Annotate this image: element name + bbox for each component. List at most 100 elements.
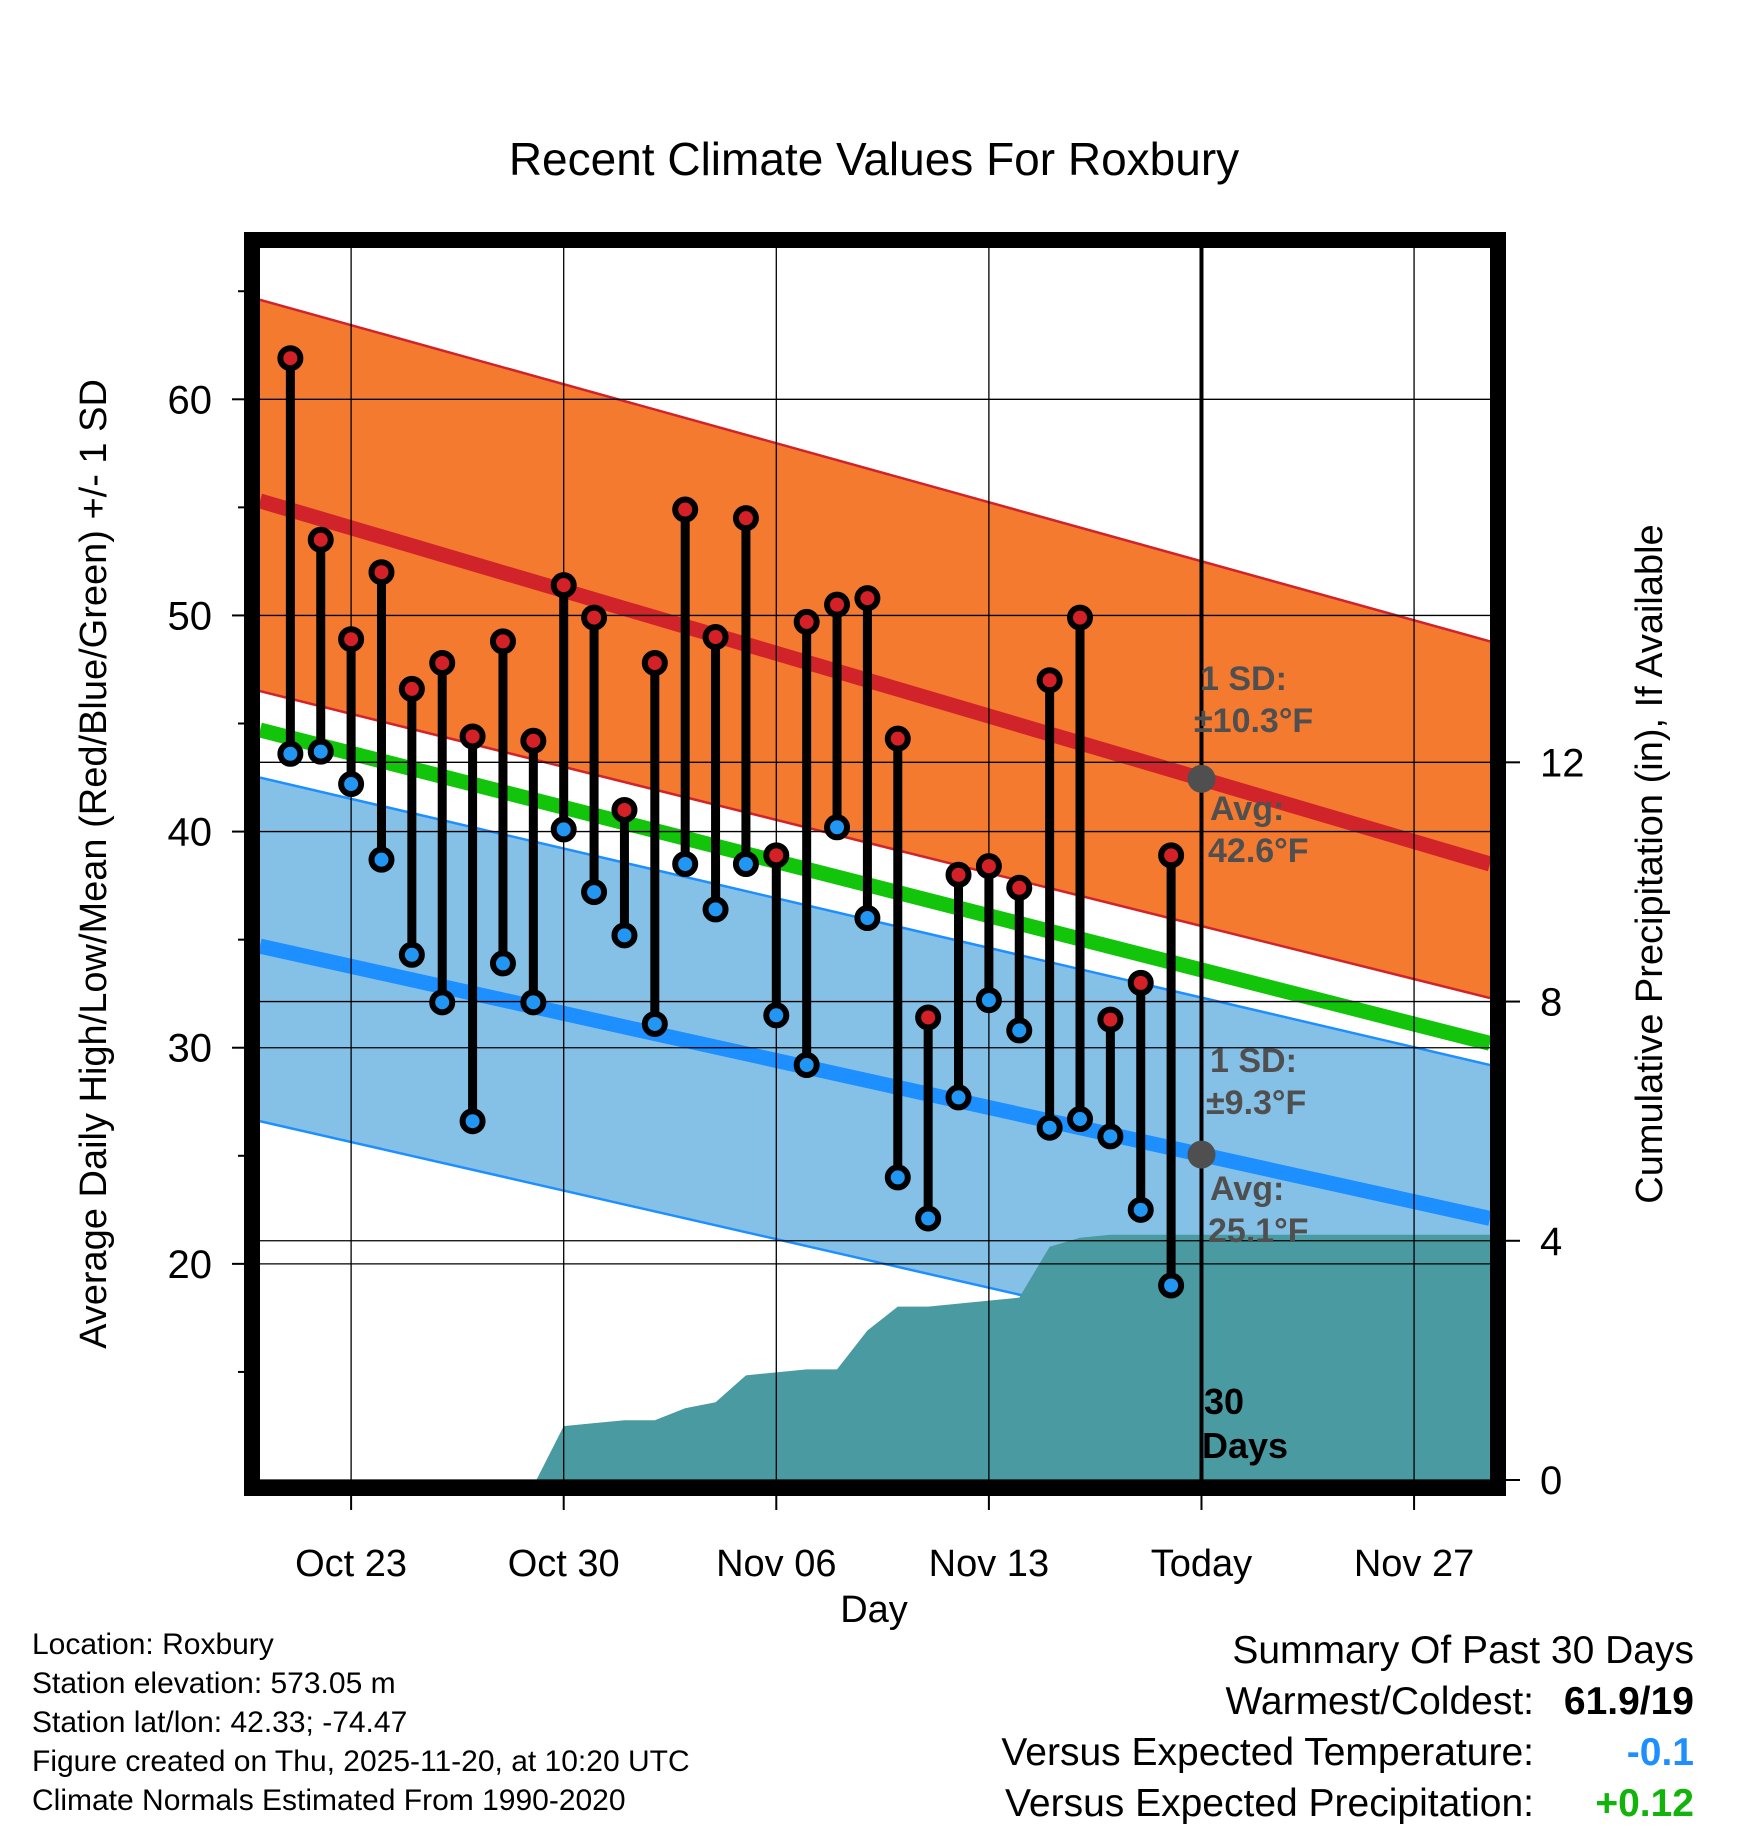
daily-high-point [732, 505, 759, 532]
daily-high-point [763, 842, 790, 869]
daily-low-point [1127, 1196, 1154, 1223]
daily-high-point [915, 1004, 942, 1031]
daily-high-point [975, 853, 1002, 880]
daily-high-point [611, 796, 638, 823]
high-sd-band [260, 299, 1490, 999]
daily-low-point [1158, 1272, 1185, 1299]
daily-high-point [581, 604, 608, 631]
daily-high-point [884, 725, 911, 752]
daily-high-point [702, 624, 729, 651]
daily-low-point [975, 987, 1002, 1014]
temp-row: Versus Expected Temperature: -0.1 [1001, 1727, 1694, 1778]
low-sd-value: ±9.3°F [1206, 1084, 1306, 1122]
daily-low-point [429, 989, 456, 1016]
daily-low-point [520, 989, 547, 1016]
high-avg-title: Avg: [1210, 790, 1284, 828]
daily-high-point [368, 559, 395, 586]
daily-high-point [307, 526, 334, 553]
daily-low-point [945, 1084, 972, 1111]
daily-high-point [338, 626, 365, 653]
y2-tick-label: 4 [1540, 1220, 1562, 1264]
y-tick-label: 20 [168, 1243, 213, 1287]
axes: 20 30 40 50 60 0 4 8 12 Oct 23 Oct 30 Nov 06 Nov 13 T… [168, 232, 1585, 1585]
daily-high-point [429, 649, 456, 676]
plot-area [260, 298, 1490, 1480]
low-avg-title: Avg: [1210, 1170, 1284, 1208]
summary-title: Summary Of Past 30 Days [1232, 1629, 1694, 1672]
daily-low-point [1097, 1123, 1124, 1150]
daily-marks [277, 345, 1185, 1299]
today-high-avg-marker [1187, 764, 1216, 793]
daily-low-point [884, 1164, 911, 1191]
annotations: 1 SD: ±10.3°F Avg: 42.6°F 1 SD: ±9.3°F Avg: 25.… [1187, 660, 1313, 1466]
daily-low-point [763, 1002, 790, 1029]
summary-panel: Summary Of Past 30 Days Warmest/Coldest:… [1001, 1625, 1694, 1829]
x-tick-label: Oct 30 [508, 1543, 620, 1585]
mean-average-line [260, 722, 1490, 1051]
daily-low-point [611, 922, 638, 949]
created-text: Figure created on Thu, 2025-11-20, at 10… [32, 1745, 690, 1778]
x-tick-label: Today [1151, 1543, 1252, 1585]
low-sd-title: 1 SD: [1210, 1042, 1297, 1080]
daily-high-point [1036, 667, 1063, 694]
daily-low-point [672, 851, 699, 877]
daily-high-point [793, 608, 820, 635]
x-tick-label: Nov 13 [929, 1543, 1049, 1585]
warm-cold-row: Warmest/Coldest: 61.9/19 [1001, 1676, 1694, 1727]
daily-low-point [1067, 1106, 1093, 1133]
daily-high-point [489, 628, 516, 655]
normals-text: Climate Normals Estimated From 1990-2020 [32, 1784, 626, 1817]
daily-high-point [398, 675, 425, 702]
temp-value: -0.1 [1626, 1731, 1694, 1774]
daily-high-point [641, 649, 668, 676]
daily-low-point [702, 896, 729, 923]
precip-label: Versus Expected Precipitation: [1005, 1782, 1534, 1825]
precip-area [536, 1234, 1490, 1480]
daily-high-point [672, 496, 699, 523]
y2-axis-label: Cumulative Precipitation (in), If Availa… [1629, 524, 1671, 1203]
location-text: Location: Roxbury [32, 1628, 274, 1661]
daily-high-point [824, 591, 851, 618]
chart-title: Recent Climate Values For Roxbury [509, 133, 1239, 185]
y-tick-label: 40 [168, 811, 213, 855]
daily-low-point [307, 738, 334, 765]
daily-high-point [459, 723, 486, 750]
x-axis-label: Day [840, 1589, 908, 1631]
daily-high-point [1006, 874, 1033, 901]
low-average-line [260, 938, 1490, 1226]
x-tick-label: Nov 27 [1354, 1543, 1474, 1585]
high-average-line [260, 493, 1490, 872]
today-low-avg-marker [1187, 1140, 1216, 1169]
y2-tick-label: 12 [1540, 741, 1585, 785]
warm-cold-value: 61.9/19 [1563, 1680, 1694, 1723]
y-tick-label: 60 [168, 378, 213, 422]
y-tick-label: 50 [168, 594, 213, 638]
daily-low-point [854, 905, 881, 932]
y-axis-label: Average Daily High/Low/Mean (Red/Blue/Gr… [73, 379, 115, 1349]
high-avg-value: 42.6°F [1208, 832, 1309, 870]
daily-low-point [1006, 1017, 1033, 1044]
daily-high-point [277, 345, 304, 372]
daily-high-point [854, 585, 881, 612]
latlon-text: Station lat/lon: 42.33; -74.47 [32, 1706, 408, 1739]
y-tick-label: 30 [168, 1027, 213, 1071]
station-info: Location: Roxbury Station elevation: 573… [32, 1625, 690, 1820]
daily-low-point [368, 846, 395, 873]
daily-low-point [277, 740, 304, 767]
daily-low-point [338, 771, 365, 798]
high-upper-edge [260, 298, 1490, 643]
daily-high-point [1158, 842, 1185, 869]
daily-high-point [945, 861, 972, 888]
daily-low-point [641, 1010, 668, 1037]
daily-high-point [1067, 604, 1093, 631]
daily-low-point [793, 1052, 820, 1079]
x-tick-label: Oct 23 [295, 1543, 407, 1585]
high-sd-title: 1 SD: [1200, 660, 1287, 698]
elevation-text: Station elevation: 573.05 m [32, 1667, 396, 1700]
y2-tick-label: 0 [1540, 1459, 1562, 1503]
low-avg-value: 25.1°F [1208, 1212, 1309, 1250]
daily-high-point [520, 727, 547, 754]
daily-low-point [915, 1205, 942, 1232]
daily-low-point [459, 1108, 486, 1135]
